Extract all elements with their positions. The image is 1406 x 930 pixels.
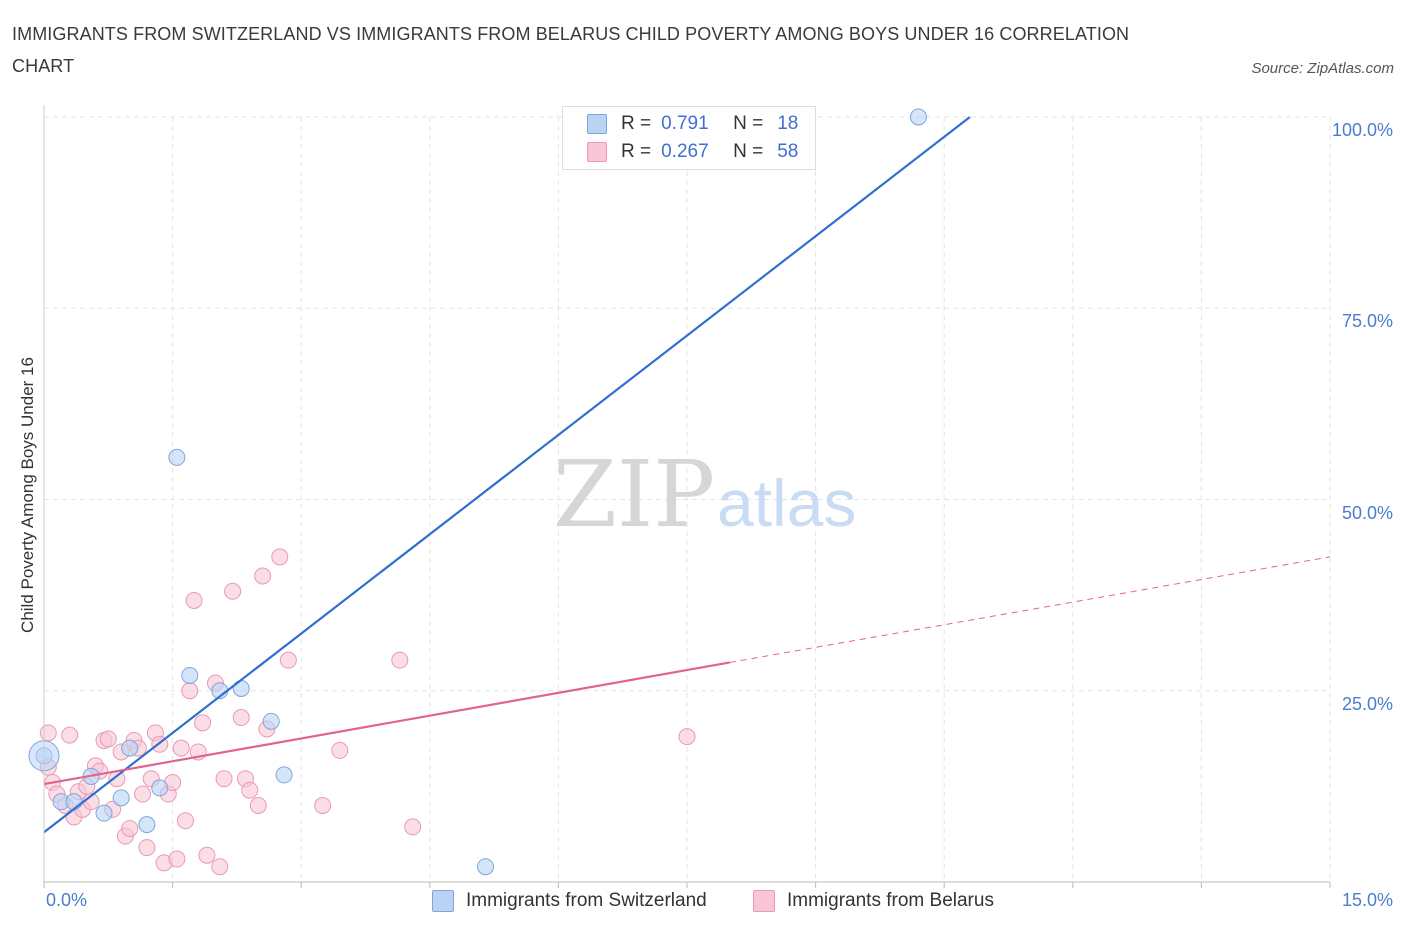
belarus-point	[121, 819, 139, 837]
belarus-trend-line	[43, 661, 731, 786]
legend-row-switzerland: R = 0.791 N = 18	[587, 112, 798, 136]
switzerland-point	[232, 679, 250, 697]
correlation-legend: R = 0.791 N = 18 R = 0.267 N = 58	[562, 106, 816, 170]
belarus-point	[232, 709, 250, 727]
belarus-point	[176, 812, 194, 830]
belarus-point	[331, 741, 349, 759]
belarus-point	[194, 714, 212, 732]
legend-item-switzerland[interactable]: Immigrants from Switzerland	[432, 890, 707, 912]
switzerland-trend-line	[43, 116, 971, 834]
n-value: 58	[777, 141, 799, 162]
legend-label-switzerland: Immigrants from Switzerland	[466, 890, 707, 911]
belarus-point	[249, 797, 267, 814]
switzerland-point	[138, 816, 156, 834]
switzerland-point	[95, 804, 113, 822]
watermark: ZIP atlas	[553, 441, 856, 548]
belarus-trend-extension	[729, 556, 1331, 663]
belarus-legend-swatch	[753, 890, 775, 912]
switzerland-point	[112, 789, 130, 807]
r-value: 0.267	[661, 141, 709, 162]
belarus-point	[134, 785, 152, 803]
source-label: Source: ZipAtlas.com	[1251, 60, 1394, 77]
y-tick-label: 50.0%	[1341, 502, 1393, 523]
watermark-zip: ZIP	[553, 441, 715, 548]
r-value: 0.791	[661, 113, 709, 134]
switzerland-point	[909, 108, 927, 126]
r-label: R =	[621, 113, 652, 134]
belarus-point	[279, 651, 297, 669]
legend-label-belarus: Immigrants from Belarus	[787, 890, 994, 911]
r-label: R =	[621, 141, 652, 162]
belarus-point	[224, 582, 242, 600]
x-tick-label-max: 15.0%	[1341, 890, 1393, 910]
belarus-point	[198, 846, 216, 864]
belarus-point	[185, 591, 203, 609]
belarus-point	[404, 818, 422, 836]
belarus-point	[39, 724, 57, 742]
switzerland-point	[262, 712, 280, 730]
belarus-point	[138, 839, 156, 857]
axes	[43, 105, 1331, 888]
switzerland-point	[65, 793, 83, 811]
switzerland-point	[477, 858, 495, 876]
belarus-point	[314, 797, 332, 814]
n-label: N =	[733, 141, 764, 162]
y-tick-label: 25.0%	[1341, 693, 1393, 714]
belarus-point	[181, 682, 199, 700]
y-tick-label: 75.0%	[1341, 311, 1393, 332]
switzerland-swatch	[587, 114, 607, 134]
belarus-point	[61, 726, 79, 744]
switzerland-legend-swatch	[432, 890, 454, 912]
switzerland-point	[275, 766, 293, 784]
switzerland-point	[151, 779, 169, 797]
belarus-point	[391, 651, 409, 669]
chart-title: IMMIGRANTS FROM SWITZERLAND VS IMMIGRANT…	[12, 24, 1130, 76]
belarus-point	[168, 850, 186, 868]
belarus-point	[211, 858, 229, 876]
belarus-point	[254, 567, 272, 585]
belarus-swatch	[587, 142, 607, 162]
switzerland-point	[121, 739, 139, 757]
belarus-point	[271, 548, 289, 566]
trend-lines	[43, 116, 1331, 834]
watermark-atlas: atlas	[717, 466, 856, 540]
legend-item-belarus[interactable]: Immigrants from Belarus	[753, 890, 994, 912]
n-value: 18	[777, 113, 799, 134]
belarus-point	[241, 781, 259, 799]
legend-row-belarus: R = 0.267 N = 58	[587, 140, 798, 164]
x-tick-label-min: 0.0%	[46, 890, 88, 910]
belarus-point	[172, 739, 190, 757]
n-label: N =	[733, 113, 764, 134]
series-legend: Immigrants from Switzerland Immigrants f…	[0, 888, 1406, 916]
belarus-point	[678, 728, 696, 746]
belarus-point	[215, 770, 233, 788]
switzerland-point	[168, 448, 186, 466]
y-tick-label: 100.0%	[1331, 120, 1393, 140]
belarus-point	[99, 730, 117, 748]
switzerland-point	[181, 666, 199, 684]
